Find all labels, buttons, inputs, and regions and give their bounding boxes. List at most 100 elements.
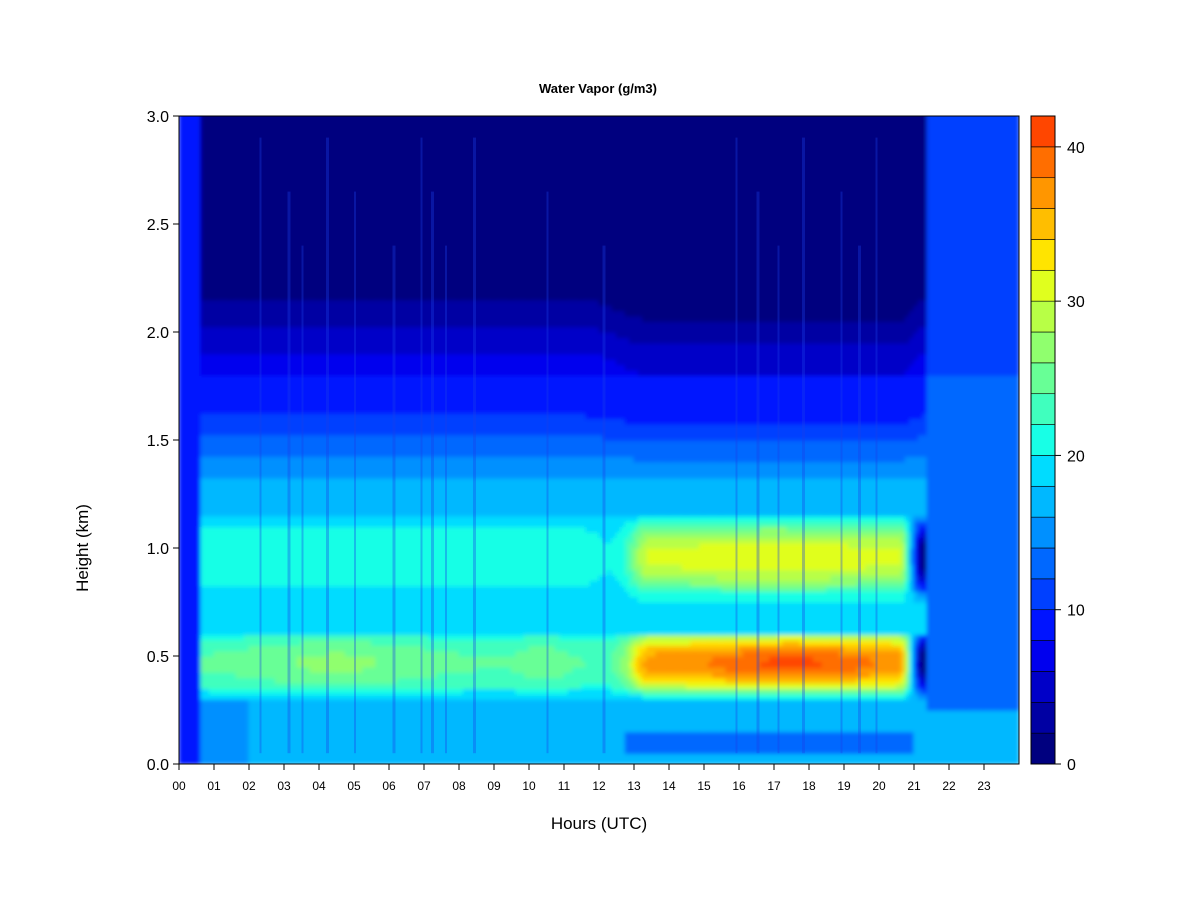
heatmap-cell [204, 207, 211, 214]
heatmap-cell [187, 255, 193, 263]
heatmap-cell [318, 515, 325, 522]
heatmap-cell [296, 709, 303, 717]
heatmap-cell [231, 120, 237, 128]
heatmap-cell [257, 385, 263, 393]
heatmap-cell [196, 331, 202, 339]
heatmap-cell [248, 277, 255, 285]
heatmap-cell [187, 704, 193, 711]
heatmap-cell [287, 126, 294, 133]
heatmap-cell [274, 293, 281, 301]
heatmap-cell [314, 234, 320, 241]
heatmap-cell [239, 747, 246, 754]
heatmap-cell [279, 191, 285, 198]
heatmap-cell [222, 536, 228, 544]
heatmap-cell [222, 309, 228, 317]
heatmap-cell [248, 309, 255, 317]
heatmap-cell [191, 282, 198, 290]
heatmap-cell [239, 633, 246, 641]
heatmap-cell [248, 612, 255, 619]
heatmap-cell [318, 201, 325, 209]
heatmap-cell [266, 596, 272, 603]
heatmap-cell [261, 731, 268, 738]
heatmap-cell [204, 191, 211, 198]
heatmap-cell [248, 504, 255, 511]
heatmap-cell [318, 720, 325, 727]
heatmap-cell [187, 709, 193, 717]
heatmap-cell [196, 655, 202, 663]
heatmap-cell [270, 147, 276, 155]
heatmap-cell [266, 520, 272, 528]
heatmap-cell [226, 741, 233, 749]
heatmap-cell [204, 660, 211, 668]
heatmap-cell [196, 461, 202, 468]
heatmap-cell [244, 412, 250, 420]
heatmap-cell [213, 531, 220, 538]
heatmap-cell [287, 353, 294, 360]
heatmap-cell [261, 687, 268, 695]
heatmap-cell [305, 596, 311, 603]
heatmap-cell [309, 725, 316, 733]
heatmap-cell [318, 752, 325, 760]
heatmap-cell [314, 509, 320, 517]
heatmap-cell [222, 234, 228, 241]
heatmap-cell [204, 417, 211, 425]
heatmap-cell [196, 714, 202, 722]
heatmap-cell [226, 164, 233, 171]
heatmap-cell [274, 579, 281, 587]
heatmap-cell [191, 612, 198, 619]
heatmap-cell [283, 461, 290, 468]
heatmap-cell [292, 590, 298, 598]
heatmap-cell [270, 250, 276, 258]
heatmap-cell [231, 482, 237, 490]
heatmap-cell [257, 752, 263, 760]
heatmap-cell [248, 574, 255, 582]
heatmap-cell [248, 482, 255, 490]
heatmap-cell [257, 639, 263, 646]
heatmap-cell [200, 698, 206, 706]
heatmap-cell [322, 407, 329, 414]
heatmap-cell [305, 191, 311, 198]
heatmap-cell [292, 201, 298, 209]
heatmap-cell [305, 531, 311, 538]
heatmap-cell [235, 380, 241, 387]
heatmap-cell [231, 752, 237, 760]
heatmap-cell [244, 282, 250, 290]
heatmap-cell [283, 191, 290, 198]
heatmap-cell [213, 709, 220, 717]
heatmap-cell [196, 293, 202, 301]
heatmap-cell [309, 482, 316, 490]
heatmap-cell [296, 374, 303, 382]
heatmap-cell [244, 547, 250, 555]
heatmap-cell [217, 439, 224, 447]
heatmap-cell [235, 644, 241, 652]
heatmap-cell [231, 358, 237, 366]
heatmap-cell [222, 612, 228, 619]
heatmap-cell [305, 293, 311, 301]
heatmap-cell [257, 272, 263, 279]
heatmap-cell [296, 612, 303, 619]
heatmap-cell [309, 439, 316, 447]
heatmap-cell [182, 477, 189, 484]
heatmap-cell [239, 174, 246, 182]
heatmap-cell [252, 228, 259, 236]
heatmap-cell [209, 520, 215, 528]
heatmap-cell [305, 385, 311, 393]
heatmap-cell [222, 563, 228, 571]
heatmap-cell [179, 407, 185, 414]
heatmap-cell [296, 417, 303, 425]
heatmap-cell [213, 353, 220, 360]
heatmap-cell [322, 617, 329, 625]
heatmap-cell [296, 169, 303, 177]
heatmap-cell [305, 228, 311, 236]
heatmap-cell [261, 185, 268, 193]
heatmap-cell [283, 126, 290, 133]
heatmap-cell [209, 677, 215, 684]
heatmap-cell [309, 606, 316, 614]
heatmap-cell [274, 709, 281, 717]
heatmap-cell [279, 212, 285, 220]
heatmap-cell [322, 477, 329, 484]
heatmap-cell [226, 207, 233, 214]
heatmap-cell [179, 299, 185, 306]
heatmap-cell [279, 293, 285, 301]
heatmap-cell [196, 606, 202, 614]
